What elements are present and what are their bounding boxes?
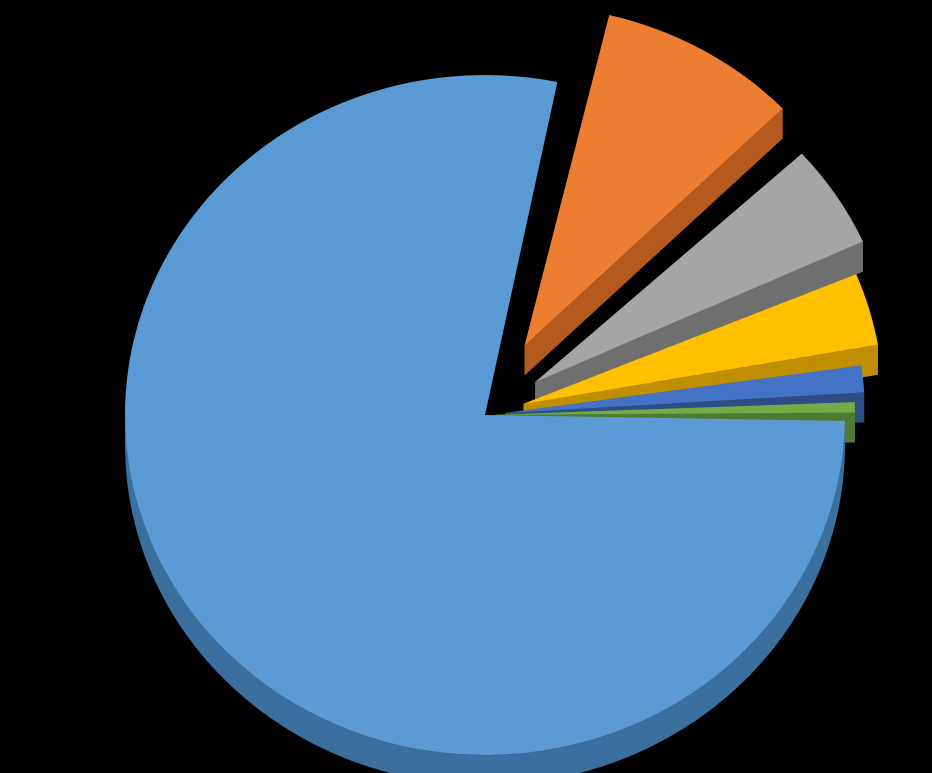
pie-chart-svg — [0, 0, 932, 773]
pie-chart — [0, 0, 932, 773]
